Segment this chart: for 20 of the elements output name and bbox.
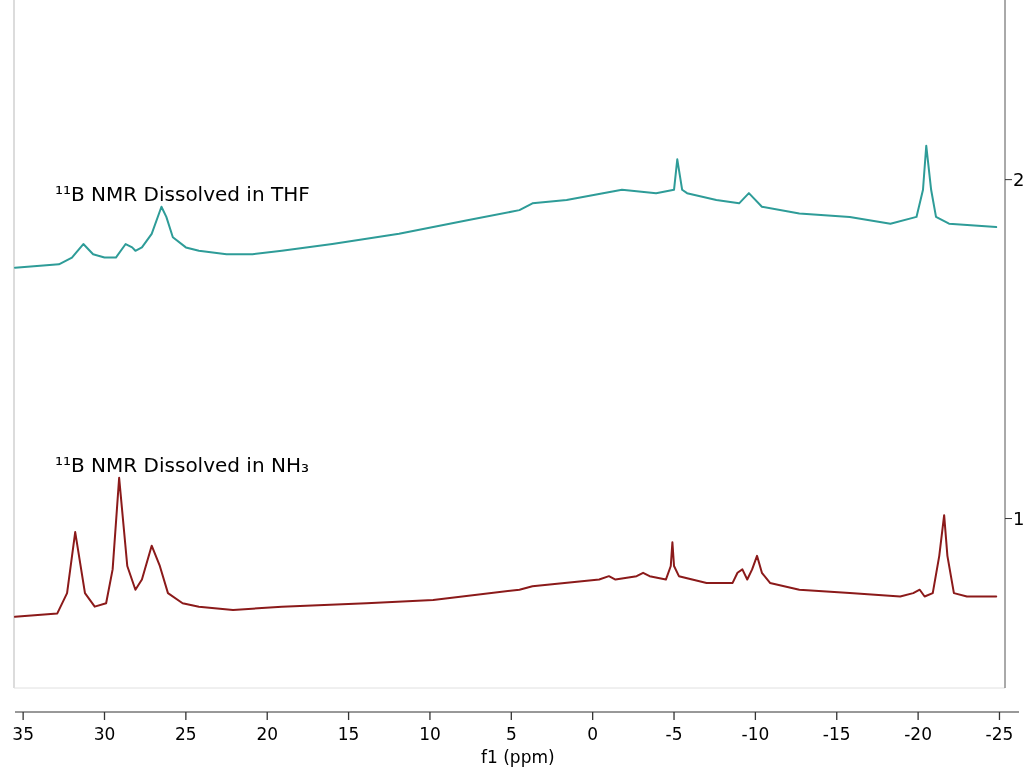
x-tick-label: -5 (665, 724, 683, 744)
x-tick-label: 0 (587, 724, 599, 744)
x-tick-label: 5 (505, 724, 517, 744)
x-tick-label: -25 (985, 724, 1014, 744)
x-tick-label: -20 (904, 724, 932, 744)
x-tick-label: 20 (256, 724, 279, 744)
y-tick-label: 1 (1013, 507, 1025, 529)
x-tick-label: 30 (93, 724, 116, 744)
x-axis-title: f1 (ppm) (481, 747, 555, 767)
x-tick-label: 35 (12, 724, 34, 744)
line-series (14, 144, 998, 269)
x-tick-label: -15 (822, 724, 851, 744)
line-series (14, 476, 998, 618)
x-tick-label: 10 (419, 724, 441, 744)
y-tick-label: 2 (1013, 168, 1025, 190)
x-tick-label: -10 (741, 724, 770, 744)
x-tick-label: 15 (337, 724, 360, 744)
text: ¹¹B NMR Dissolved in NH₃ (55, 452, 309, 477)
x-tick-label: 25 (175, 724, 197, 744)
series-label: ¹¹B NMR Dissolved in THF (55, 181, 310, 206)
